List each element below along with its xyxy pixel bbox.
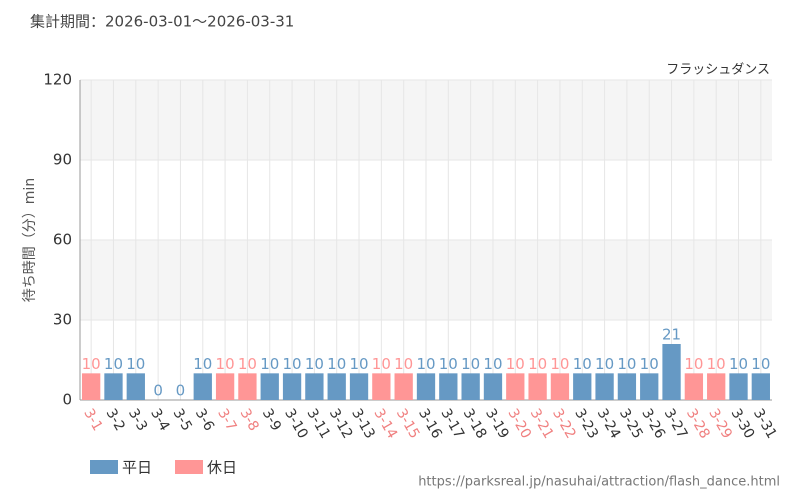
x-tick-label: 3-9 xyxy=(259,406,284,434)
value-label: 21 xyxy=(662,326,681,344)
value-label: 10 xyxy=(483,355,502,373)
x-tick-label: 3-4 xyxy=(147,406,172,434)
x-tick-label: 3-31 xyxy=(750,406,780,442)
bar xyxy=(550,373,570,400)
value-label: 10 xyxy=(327,355,346,373)
bar xyxy=(707,373,726,400)
y-tick-label: 60 xyxy=(53,231,72,249)
x-tick-label: 3-8 xyxy=(236,406,261,434)
value-label: 10 xyxy=(193,355,212,373)
value-label: 10 xyxy=(305,355,324,373)
value-label: 10 xyxy=(126,355,145,373)
bar xyxy=(193,373,212,400)
value-label: 10 xyxy=(640,355,659,373)
chart-title: 集計期間：2026-03-01～2026-03-31 xyxy=(30,13,294,31)
y-tick-label: 120 xyxy=(43,71,72,89)
bar xyxy=(327,373,346,400)
bar xyxy=(506,373,525,400)
bar xyxy=(662,344,681,400)
x-tick-label: 3-3 xyxy=(125,406,150,434)
source-url: https://parksreal.jp/nasuhai/attraction/… xyxy=(418,475,780,490)
value-label: 10 xyxy=(751,355,770,373)
chart-subtitle: フラッシュダンス xyxy=(666,63,770,78)
x-tick-label: 3-7 xyxy=(214,406,239,434)
bar xyxy=(684,373,704,400)
x-tick-label: 3-5 xyxy=(170,406,195,434)
value-label: 10 xyxy=(216,355,235,373)
bar xyxy=(640,373,659,400)
y-tick-label: 30 xyxy=(53,311,72,329)
x-tick-label: 3-2 xyxy=(103,406,128,434)
value-label: 10 xyxy=(349,355,368,373)
value-label: 10 xyxy=(394,355,413,373)
value-label: 10 xyxy=(729,355,748,373)
bar xyxy=(82,373,101,400)
bar xyxy=(573,373,592,400)
value-label: 10 xyxy=(283,355,302,373)
bar xyxy=(617,373,637,400)
value-label: 10 xyxy=(595,355,614,373)
value-label: 10 xyxy=(506,355,525,373)
bar xyxy=(104,373,123,400)
legend-swatch xyxy=(175,460,203,474)
y-axis-label: 待ち時間（分）min xyxy=(22,178,38,302)
bar xyxy=(528,373,547,400)
value-label: 10 xyxy=(461,355,480,373)
bar xyxy=(461,373,480,400)
value-label: 10 xyxy=(260,355,279,373)
y-tick-label: 0 xyxy=(62,391,72,409)
value-label: 0 xyxy=(153,382,163,400)
value-label: 10 xyxy=(238,355,257,373)
value-label: 10 xyxy=(82,355,101,373)
value-label: 10 xyxy=(104,355,123,373)
bar xyxy=(729,373,748,400)
value-label: 10 xyxy=(372,355,391,373)
value-label: 10 xyxy=(707,355,726,373)
value-label: 10 xyxy=(573,355,592,373)
value-label: 10 xyxy=(550,355,569,373)
bar xyxy=(595,373,614,400)
bar xyxy=(215,373,235,400)
y-tick-label: 90 xyxy=(53,151,72,169)
bar xyxy=(349,373,369,400)
x-tick-label: 3-6 xyxy=(192,406,217,434)
bar xyxy=(751,373,770,400)
value-label: 10 xyxy=(617,355,636,373)
bar xyxy=(394,373,413,400)
value-label: 10 xyxy=(439,355,458,373)
legend-label: 平日 xyxy=(122,459,152,477)
value-label: 0 xyxy=(176,382,186,400)
value-label: 10 xyxy=(416,355,435,373)
bar xyxy=(305,373,324,400)
bar xyxy=(416,373,436,400)
value-label: 10 xyxy=(684,355,703,373)
legend-label: 休日 xyxy=(207,459,237,477)
x-tick-label: 3-1 xyxy=(80,406,105,434)
legend-swatch xyxy=(90,460,118,474)
bar xyxy=(260,373,279,400)
bar xyxy=(483,373,503,400)
value-label: 10 xyxy=(528,355,547,373)
bar xyxy=(282,373,302,400)
bar xyxy=(126,373,145,400)
bar xyxy=(238,373,257,400)
bar xyxy=(439,373,458,400)
bar xyxy=(372,373,391,400)
